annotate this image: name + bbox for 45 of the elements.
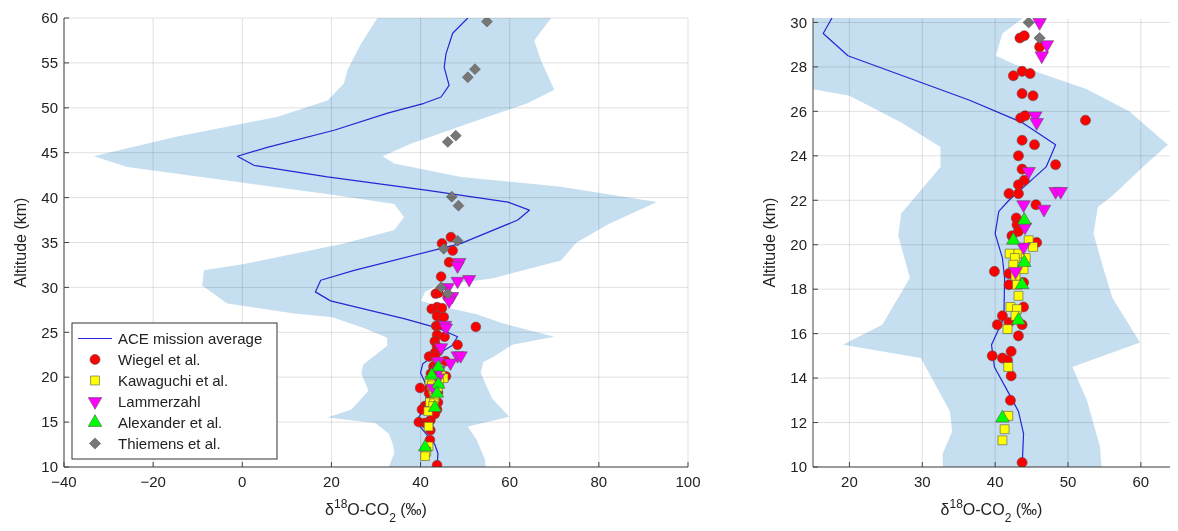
y-tick-label: 30 bbox=[790, 13, 807, 31]
y-tick-label: 15 bbox=[41, 413, 58, 431]
y-tick-label: 30 bbox=[41, 278, 58, 296]
x-tick-label: 40 bbox=[412, 473, 429, 490]
y-tick-label: 20 bbox=[41, 368, 58, 386]
y-axis-title: Altitude (km) bbox=[761, 197, 778, 288]
legend-label: Lammerzahl bbox=[118, 392, 201, 410]
x-tick-label: −40 bbox=[51, 473, 77, 490]
x-tick-label: 100 bbox=[675, 473, 701, 490]
x-tick-label: 0 bbox=[238, 473, 247, 490]
y-tick-label: 60 bbox=[41, 9, 58, 27]
x-axis-title: δ$^{18}$O-CO$_{2}$ (‰) bbox=[325, 497, 427, 525]
x-tick-label: 40 bbox=[986, 473, 1004, 490]
y-tick-label: 14 bbox=[790, 369, 807, 387]
y-tick-label: 16 bbox=[790, 324, 807, 342]
legend-label: Kawaguchi et al. bbox=[118, 371, 229, 389]
legend-label: ACE mission average bbox=[118, 329, 263, 347]
y-tick-label: 12 bbox=[790, 413, 807, 431]
legend-label: Wiegel et al. bbox=[118, 350, 201, 368]
y-tick-label: 28 bbox=[790, 58, 807, 76]
y-tick-label: 10 bbox=[41, 458, 58, 476]
x-tick-label: 50 bbox=[1059, 473, 1077, 490]
x-tick-label: 60 bbox=[1132, 473, 1150, 490]
x-tick-label: 20 bbox=[841, 473, 858, 490]
y-tick-label: 40 bbox=[41, 188, 58, 206]
y-tick-label: 26 bbox=[790, 102, 807, 120]
y-tick-label: 25 bbox=[41, 323, 58, 341]
y-tick-label: 35 bbox=[41, 233, 58, 251]
y-tick-label: 50 bbox=[41, 99, 58, 117]
x-tick-label: −20 bbox=[140, 473, 166, 490]
x-axis-title: δ$^{18}$O-CO$_{2}$ (‰) bbox=[940, 497, 1043, 525]
y-axis-title: Altitude (km) bbox=[12, 197, 29, 288]
y-tick-label: 24 bbox=[790, 147, 807, 165]
x-tick-label: 30 bbox=[913, 473, 931, 490]
legend-label: Thiemens et al. bbox=[118, 434, 221, 452]
y-tick-label: 10 bbox=[790, 458, 807, 476]
legend-label: Alexander et al. bbox=[118, 413, 223, 431]
x-tick-label: 60 bbox=[501, 473, 519, 490]
y-tick-label: 18 bbox=[790, 280, 807, 298]
y-tick-label: 45 bbox=[41, 143, 58, 161]
x-tick-label: 20 bbox=[323, 473, 340, 490]
y-tick-label: 55 bbox=[41, 54, 58, 72]
x-tick-label: 80 bbox=[590, 473, 608, 490]
y-tick-label: 22 bbox=[790, 191, 807, 209]
y-tick-label: 20 bbox=[790, 235, 807, 253]
